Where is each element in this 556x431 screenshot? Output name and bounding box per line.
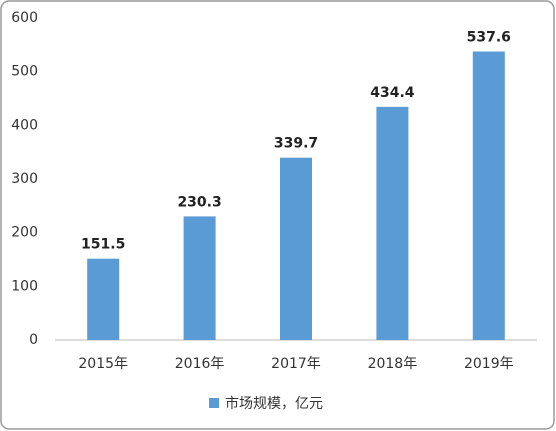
bar: [280, 157, 312, 340]
bar: [87, 258, 120, 340]
bar: [376, 106, 409, 340]
y-tick-label: 400: [11, 117, 38, 133]
data-label: 151.5: [81, 237, 125, 253]
data-label: 537.6: [467, 29, 511, 45]
x-tick-label: 2016年: [175, 356, 225, 372]
y-tick-label: 0: [29, 332, 38, 348]
y-tick-label: 300: [11, 171, 38, 187]
data-label: 339.7: [274, 136, 318, 152]
x-tick-label: 2018年: [368, 356, 418, 372]
data-label: 434.4: [370, 85, 415, 101]
x-tick-label: 2015年: [78, 356, 128, 372]
x-tick-label: 2017年: [271, 356, 321, 372]
y-tick-label: 200: [11, 225, 38, 241]
y-tick-label: 500: [11, 64, 38, 80]
x-tick-label: 2019年: [464, 356, 514, 372]
y-tick-label: 600: [11, 10, 38, 26]
y-tick-label: 100: [11, 278, 38, 294]
bar: [183, 216, 216, 340]
legend-swatch: [209, 398, 219, 408]
data-label: 230.3: [177, 194, 221, 210]
legend-label: 市场规模，亿元: [225, 395, 323, 412]
bar: [472, 51, 505, 340]
